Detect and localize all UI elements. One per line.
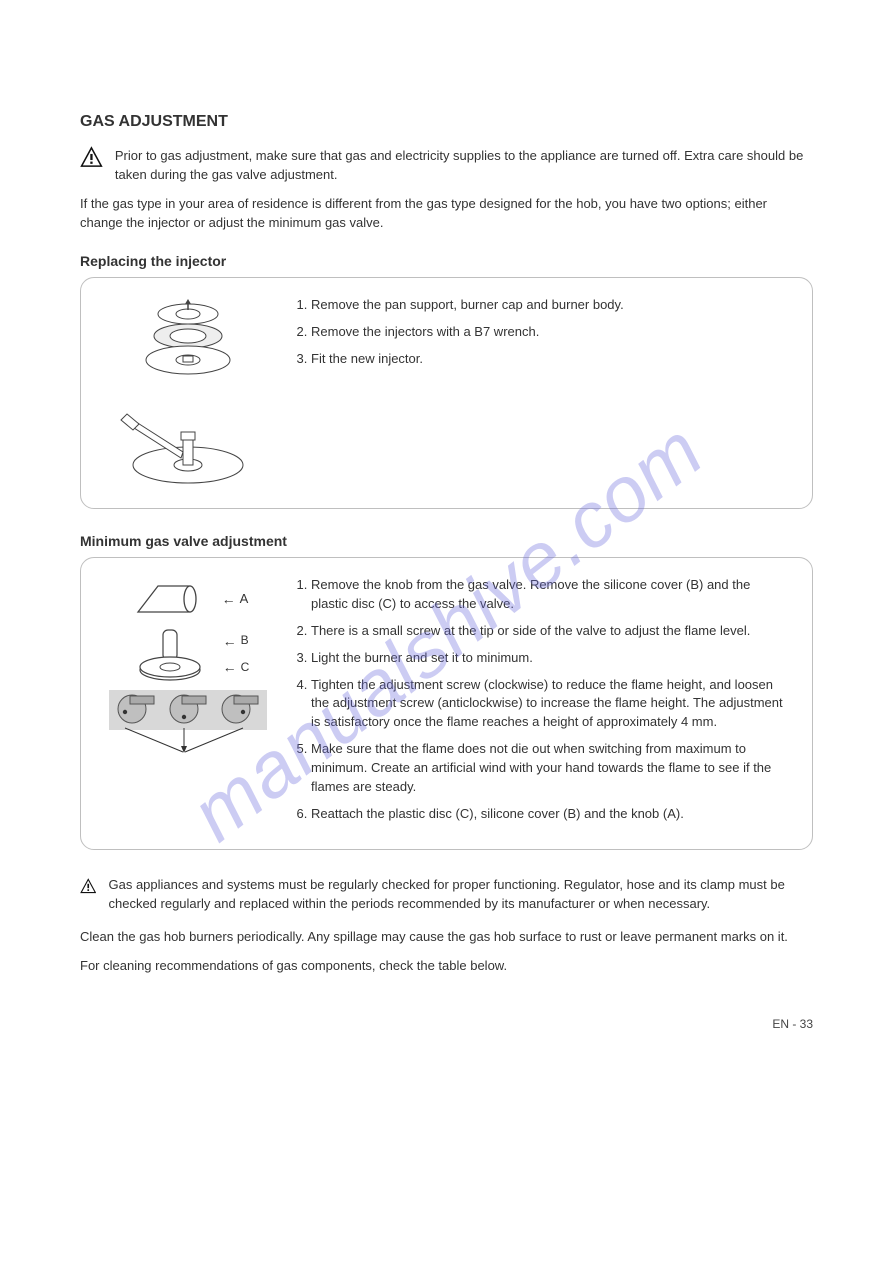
card2-step-4: Tighten the adjustment screw (clockwise)… [311, 676, 790, 733]
card2-step-1: Remove the knob from the gas valve. Remo… [311, 576, 790, 614]
warning-icon [80, 872, 96, 900]
label-c: C [241, 659, 250, 676]
disc-cover-icon [127, 626, 217, 682]
card2-steps: Remove the knob from the gas valve. Remo… [293, 576, 790, 831]
card2-heading: Minimum gas valve adjustment [80, 531, 813, 551]
post-para-2: For cleaning recommendations of gas comp… [80, 957, 813, 976]
card1-step-3: Fit the new injector. [311, 350, 790, 369]
page-footer: EN - 33 [80, 1016, 813, 1033]
knob-icon [128, 576, 218, 622]
card2-illustration: ← A ←B ←C [103, 576, 273, 831]
card1-heading: Replacing the injector [80, 251, 813, 271]
card2-step-5: Make sure that the flame does not die ou… [311, 740, 790, 797]
card-min-gas-valve: ← A ←B ←C [80, 557, 813, 850]
arrow-left-icon: ← [223, 657, 237, 677]
card1-step-2: Remove the injectors with a B7 wrench. [311, 323, 790, 342]
card-replace-injector: Remove the pan support, burner cap and b… [80, 277, 813, 509]
arrow-left-icon: ← [223, 631, 237, 651]
warning-2-text: Gas appliances and systems must be regul… [108, 872, 813, 914]
warning-block-2: Gas appliances and systems must be regul… [80, 872, 813, 914]
intro-paragraph: If the gas type in your area of residenc… [80, 195, 813, 233]
burner-exploded-icon [123, 296, 253, 406]
warning-icon [80, 143, 103, 171]
valve-screw-positions-icon [103, 686, 273, 756]
label-a: A [240, 590, 249, 609]
warning-1-text: Prior to gas adjustment, make sure that … [115, 143, 813, 185]
card1-steps: Remove the pan support, burner cap and b… [293, 296, 790, 490]
wrench-injector-icon [113, 410, 263, 490]
card2-step-2: There is a small screw at the tip or sid… [311, 622, 790, 641]
arrow-left-icon: ← [222, 589, 236, 609]
post-para-1: Clean the gas hob burners periodically. … [80, 928, 813, 947]
label-b: B [241, 632, 249, 649]
card1-step-1: Remove the pan support, burner cap and b… [311, 296, 790, 315]
card2-step-3: Light the burner and set it to minimum. [311, 649, 790, 668]
section-title: GAS ADJUSTMENT [80, 110, 813, 133]
warning-block-1: Prior to gas adjustment, make sure that … [80, 143, 813, 185]
card1-illustration [103, 296, 273, 490]
card2-step-6: Reattach the plastic disc (C), silicone … [311, 805, 790, 824]
